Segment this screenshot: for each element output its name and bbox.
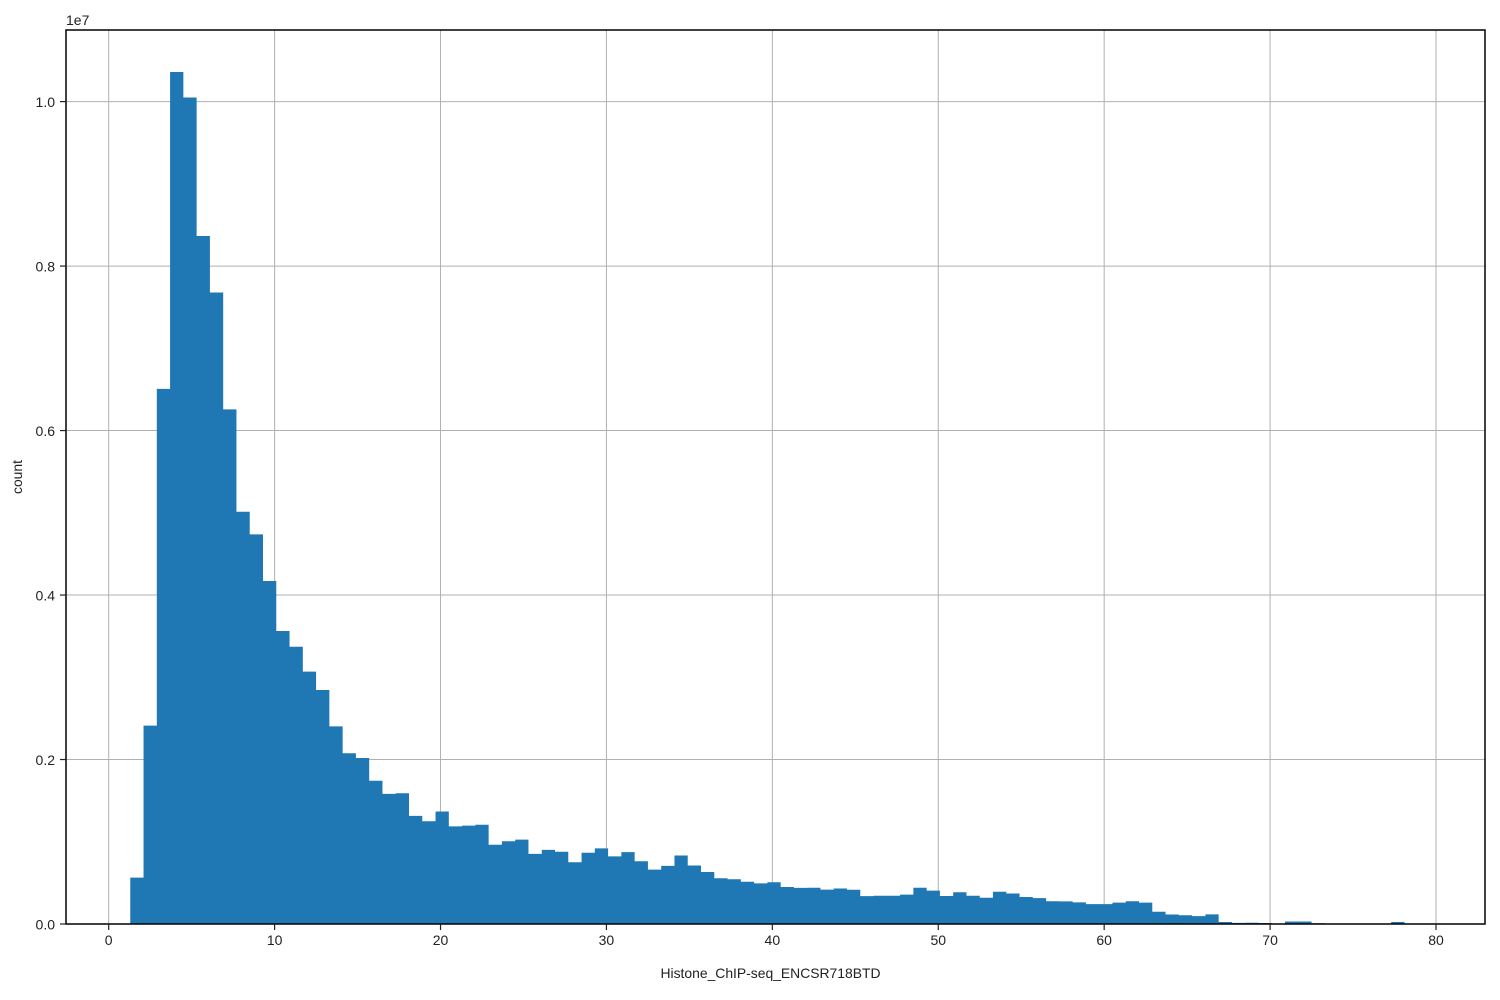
svg-text:40: 40: [765, 932, 781, 948]
svg-text:60: 60: [1096, 932, 1112, 948]
svg-text:0.8: 0.8: [36, 259, 56, 275]
svg-text:0: 0: [105, 932, 113, 948]
svg-text:1e7: 1e7: [66, 12, 90, 28]
svg-text:80: 80: [1428, 932, 1444, 948]
svg-text:20: 20: [433, 932, 449, 948]
svg-text:1.0: 1.0: [36, 94, 56, 110]
svg-text:0.6: 0.6: [36, 423, 56, 439]
svg-text:0.2: 0.2: [36, 752, 56, 768]
svg-text:10: 10: [267, 932, 283, 948]
svg-text:Histone_ChIP-seq_ENCSR718BTD: Histone_ChIP-seq_ENCSR718BTD: [660, 965, 880, 981]
svg-text:count: count: [9, 460, 25, 494]
svg-text:50: 50: [930, 932, 946, 948]
svg-text:70: 70: [1262, 932, 1278, 948]
svg-text:30: 30: [599, 932, 615, 948]
svg-text:0.4: 0.4: [36, 588, 56, 604]
svg-text:0.0: 0.0: [36, 917, 56, 933]
